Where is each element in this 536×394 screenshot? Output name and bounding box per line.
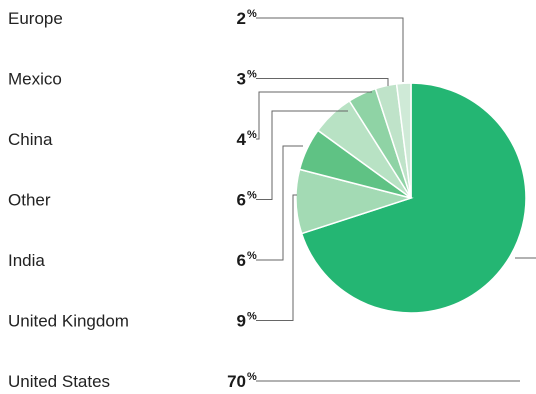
leader-line-mexico	[256, 78, 389, 86]
percent-sign-united-states: %	[247, 371, 257, 383]
pie-slices	[295, 82, 527, 314]
category-label-india: India	[8, 251, 45, 270]
value-label-india: 6	[237, 251, 246, 270]
percent-sign-other: %	[247, 190, 257, 202]
leader-line-india	[256, 145, 303, 261]
category-label-united-kingdom: United Kingdom	[8, 312, 129, 331]
leader-line-other	[256, 110, 348, 200]
category-label-mexico: Mexico	[8, 70, 62, 89]
value-label-other: 6	[237, 191, 246, 210]
percent-sign-europe: %	[247, 8, 257, 20]
slice-europe	[395, 82, 412, 199]
percentage-labels: 2 %3 %4 %6 %6 %9 %70%	[227, 8, 257, 391]
leader-line-china	[256, 91, 372, 140]
value-label-china: 4	[237, 130, 247, 149]
leader-line-europe	[256, 17, 404, 82]
slice-united-states	[300, 82, 527, 314]
leader-lines	[256, 17, 536, 382]
category-label-china: China	[8, 130, 53, 149]
category-labels: Europe Mexico China Other India United Kingdo…	[8, 9, 129, 391]
value-label-europe: 2	[237, 9, 246, 28]
value-label-united-states: 70	[227, 372, 246, 391]
value-label-mexico: 3	[237, 70, 246, 89]
percent-sign-china: %	[247, 129, 257, 141]
category-label-united-states: United States	[8, 372, 110, 391]
percent-sign-mexico: %	[247, 69, 257, 81]
leader-line-united-kingdom	[256, 194, 297, 321]
value-label-united-kingdom: 9	[237, 312, 246, 331]
category-label-other: Other	[8, 191, 51, 210]
percent-sign-india: %	[247, 250, 257, 262]
category-label-europe: Europe	[8, 9, 63, 28]
percent-sign-united-kingdom: %	[247, 311, 257, 323]
